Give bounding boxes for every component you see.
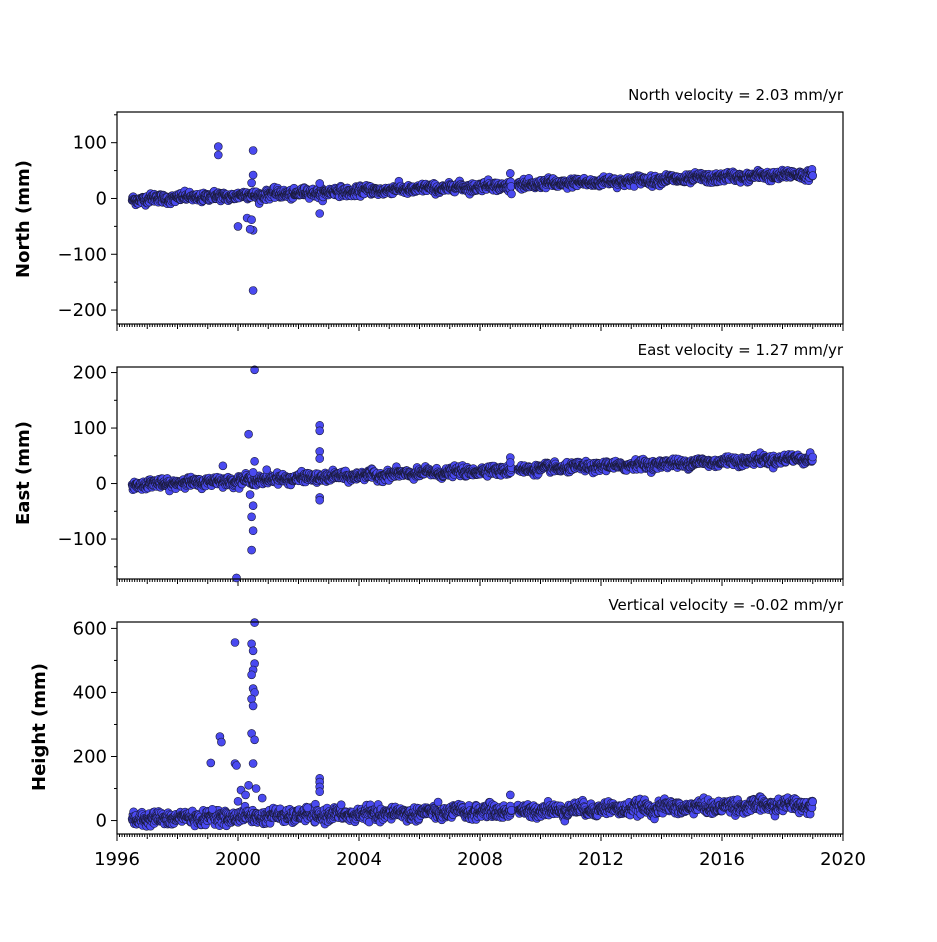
east-velocity-title: East velocity = 1.27 mm/yr (638, 341, 844, 359)
east-outlier-point (506, 459, 514, 467)
height-series (128, 619, 817, 831)
vertical-velocity-title: Vertical velocity = -0.02 mm/yr (608, 596, 843, 614)
north-plot-frame (117, 112, 843, 324)
east-y-axis-label: East (mm) (13, 421, 34, 525)
east-y-tick-label: 100 (73, 418, 107, 439)
north-x-ticks (117, 324, 843, 331)
east-outlier-point (251, 457, 259, 465)
east-outlier-point (316, 496, 324, 504)
east-outlier-point (249, 468, 257, 476)
height-x-tick-label: 2000 (215, 849, 261, 870)
height-x-tick-label: 2008 (457, 849, 503, 870)
east-outlier-point (219, 462, 227, 470)
north-outlier-point (249, 147, 257, 155)
east-outlier-point (245, 430, 253, 438)
east-outlier-point (316, 447, 324, 455)
height-y-tick-label: 400 (73, 682, 107, 703)
north-outlier-point (214, 143, 222, 151)
north-outlier-point (316, 210, 324, 218)
height-y-tick-label: 200 (73, 747, 107, 768)
north-outlier-point (248, 216, 256, 224)
east-outlier-point (249, 527, 257, 535)
north-outlier-point (249, 171, 257, 179)
north-outlier-point (248, 179, 256, 187)
height-panel: Vertical velocity = -0.02 mm/yr Height (… (29, 596, 866, 870)
height-x-tick-label: 2012 (578, 849, 624, 870)
east-series (128, 366, 817, 582)
north-outlier-point (246, 225, 254, 233)
height-y-tick-label: 600 (73, 618, 107, 639)
north-y-axis-label: North (mm) (13, 160, 34, 278)
north-data-point (809, 172, 817, 180)
height-x-tick-label: 2020 (820, 849, 866, 870)
north-y-ticks: 100 0 −100 −200 (58, 115, 117, 321)
height-x-tick-label: 2004 (336, 849, 382, 870)
north-panel: North velocity = 2.03 mm/yr North (mm) 1… (13, 86, 844, 331)
east-outlier-point (249, 502, 257, 510)
east-y-tick-label: 200 (73, 363, 107, 384)
east-outlier-point (263, 466, 271, 474)
east-outlier-point (248, 513, 256, 521)
north-y-tick-label: −100 (58, 244, 107, 265)
east-data-point (809, 453, 817, 461)
east-outlier-point (316, 455, 324, 463)
north-outlier-point (316, 179, 324, 187)
east-outlier-point (248, 546, 256, 554)
north-series (128, 143, 817, 295)
east-outlier-point (316, 427, 324, 435)
north-y-tick-label: 100 (73, 133, 107, 154)
east-y-tick-label: 0 (96, 474, 107, 495)
height-y-tick-label: 0 (96, 811, 107, 832)
north-y-tick-label: −200 (58, 300, 107, 321)
east-outlier-point (246, 491, 254, 499)
east-panel: East velocity = 1.27 mm/yr East (mm) 200… (13, 341, 844, 586)
north-outlier-point (214, 151, 222, 159)
height-x-tick-label: 2016 (699, 849, 745, 870)
north-outlier-point (506, 169, 514, 177)
east-y-ticks: 200 100 0 −100 (58, 363, 117, 567)
height-x-tick-label: 1996 (94, 849, 140, 870)
height-x-ticks: 1996 2000 2004 2008 2012 2016 2020 (94, 834, 866, 870)
north-velocity-title: North velocity = 2.03 mm/yr (628, 86, 844, 104)
east-x-ticks (117, 579, 843, 586)
north-y-tick-label: 0 (96, 188, 107, 209)
east-outlier-point (233, 574, 241, 582)
east-y-tick-label: −100 (58, 529, 107, 550)
north-outlier-point (234, 222, 242, 230)
height-y-ticks: 600 400 200 0 (73, 618, 117, 831)
height-y-axis-label: Height (mm) (29, 663, 50, 791)
north-data-point (508, 190, 516, 198)
north-outlier-point (249, 287, 257, 295)
